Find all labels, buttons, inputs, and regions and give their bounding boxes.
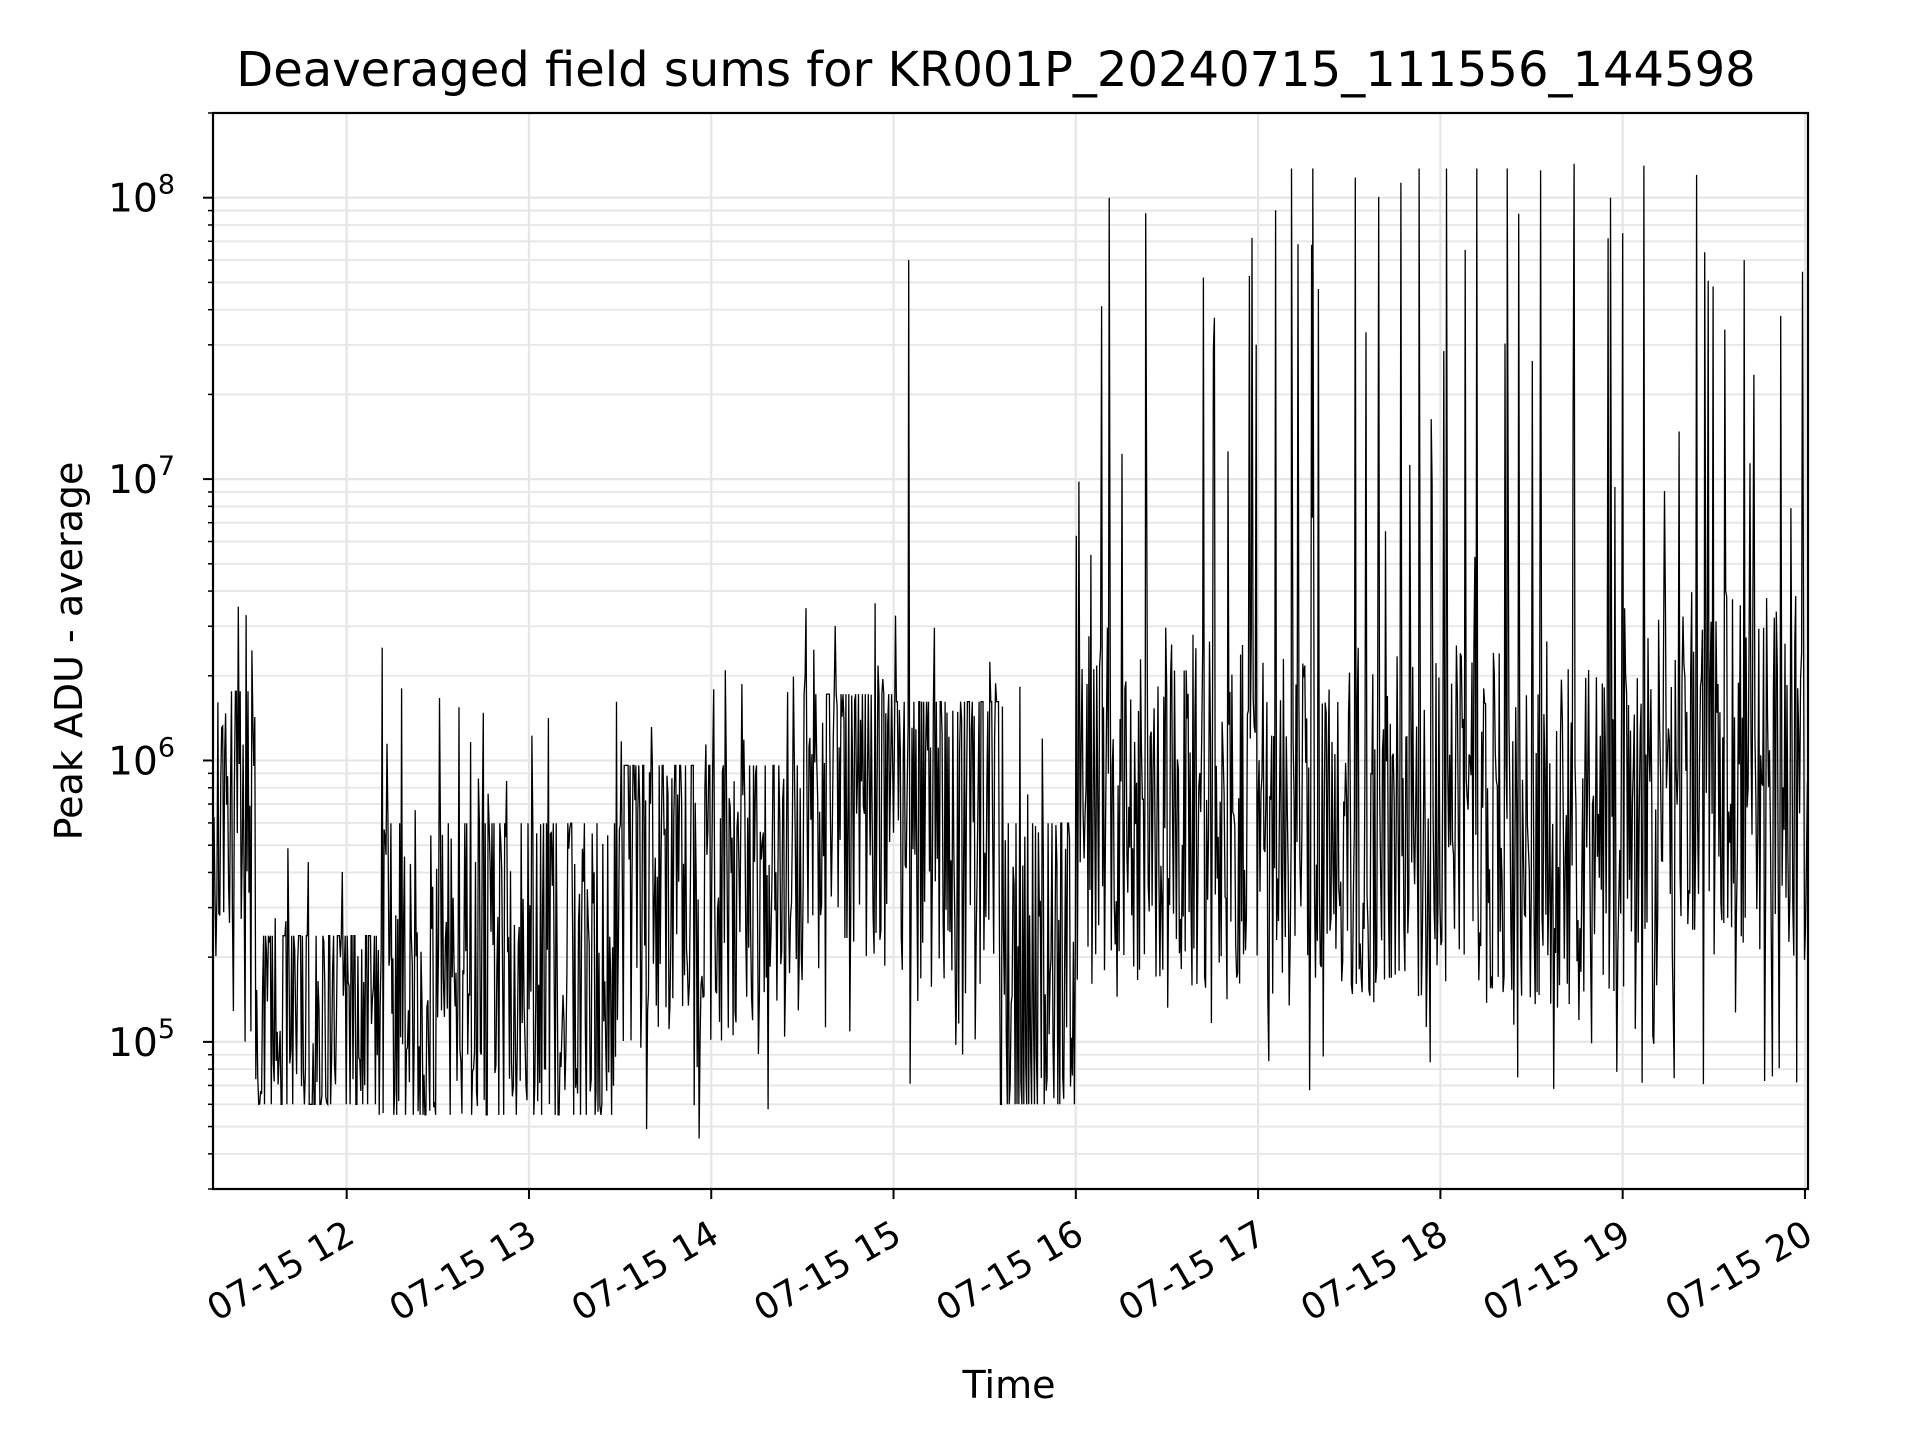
plot-frame xyxy=(211,111,1810,1191)
series-line xyxy=(212,163,1809,1139)
y-tick-label: 105 xyxy=(108,1014,175,1066)
y-tick-label: 107 xyxy=(108,451,175,503)
y-tick-label: 108 xyxy=(108,170,175,222)
x-axis-label: Time xyxy=(962,1363,1056,1407)
y-tick-label: 106 xyxy=(108,732,175,784)
chart-title: Deaveraged field sums for KR001P_2024071… xyxy=(236,42,1755,98)
series-layer xyxy=(212,163,1809,1139)
y-axis-label: Peak ADU - average xyxy=(47,462,91,841)
